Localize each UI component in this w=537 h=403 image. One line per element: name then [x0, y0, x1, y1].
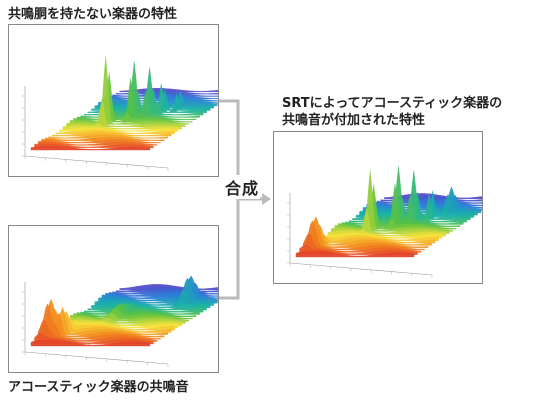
- spectrum-slice: [55, 129, 176, 134]
- spectrum-slice: [44, 137, 165, 141]
- axis-line: [24, 351, 169, 365]
- spectrum-slice: [66, 99, 186, 127]
- spectrum-slice: [76, 304, 197, 317]
- title-acoustic-resonance: アコースティック楽器の共鳴音: [8, 380, 189, 395]
- spectrum-slice: [313, 224, 432, 246]
- spectrum-slice: [73, 72, 193, 123]
- spectrum-plot-combined: [287, 166, 482, 278]
- arrow-right-icon: [262, 193, 271, 205]
- spectrum-slice: [94, 289, 215, 306]
- spectrum-slice: [341, 184, 461, 227]
- spectrum-slice: [76, 78, 197, 120]
- spectrum-slice: [41, 138, 161, 144]
- spectrum-slice: [295, 251, 415, 258]
- spectrum-slice: [34, 332, 154, 344]
- title-result-line2: 共鳴音が付加された特性: [282, 113, 426, 128]
- spectrum-slice: [30, 146, 151, 151]
- title-no-resonance: 共鳴胴を持たない楽器の特性: [8, 7, 178, 22]
- title-result-line1: SRTによってアコースティック楽器の: [282, 96, 503, 111]
- spectrum-panel-combined: [273, 131, 483, 284]
- spectrum-slice: [73, 307, 193, 320]
- spectrum-slice: [52, 132, 172, 137]
- spectrum-slice: [37, 141, 158, 146]
- spectrum-slice: [48, 134, 168, 139]
- spectrum-panel-acoustic: [8, 225, 219, 373]
- spectrum-slice: [316, 233, 436, 244]
- spectrum-slice: [338, 184, 457, 230]
- axis-line: [24, 155, 169, 169]
- connector-bracket: [219, 99, 240, 300]
- spectrum-slice: [69, 56, 190, 125]
- spectrum-slice: [299, 244, 418, 255]
- spectrum-plot-acoustic: [22, 275, 218, 367]
- spectrum-slice: [34, 143, 154, 148]
- spectrum-slice: [30, 340, 151, 347]
- combine-label: 合成: [224, 175, 261, 199]
- axis-line: [289, 262, 433, 276]
- spectrum-slice: [119, 87, 218, 93]
- spectrum-slice: [55, 318, 176, 331]
- spectrum-panel-no-resonance: [8, 24, 219, 177]
- spectrum-slice: [334, 170, 454, 232]
- spectrum-plot-no-resonance: [22, 56, 218, 171]
- spectrum-slice: [309, 216, 429, 248]
